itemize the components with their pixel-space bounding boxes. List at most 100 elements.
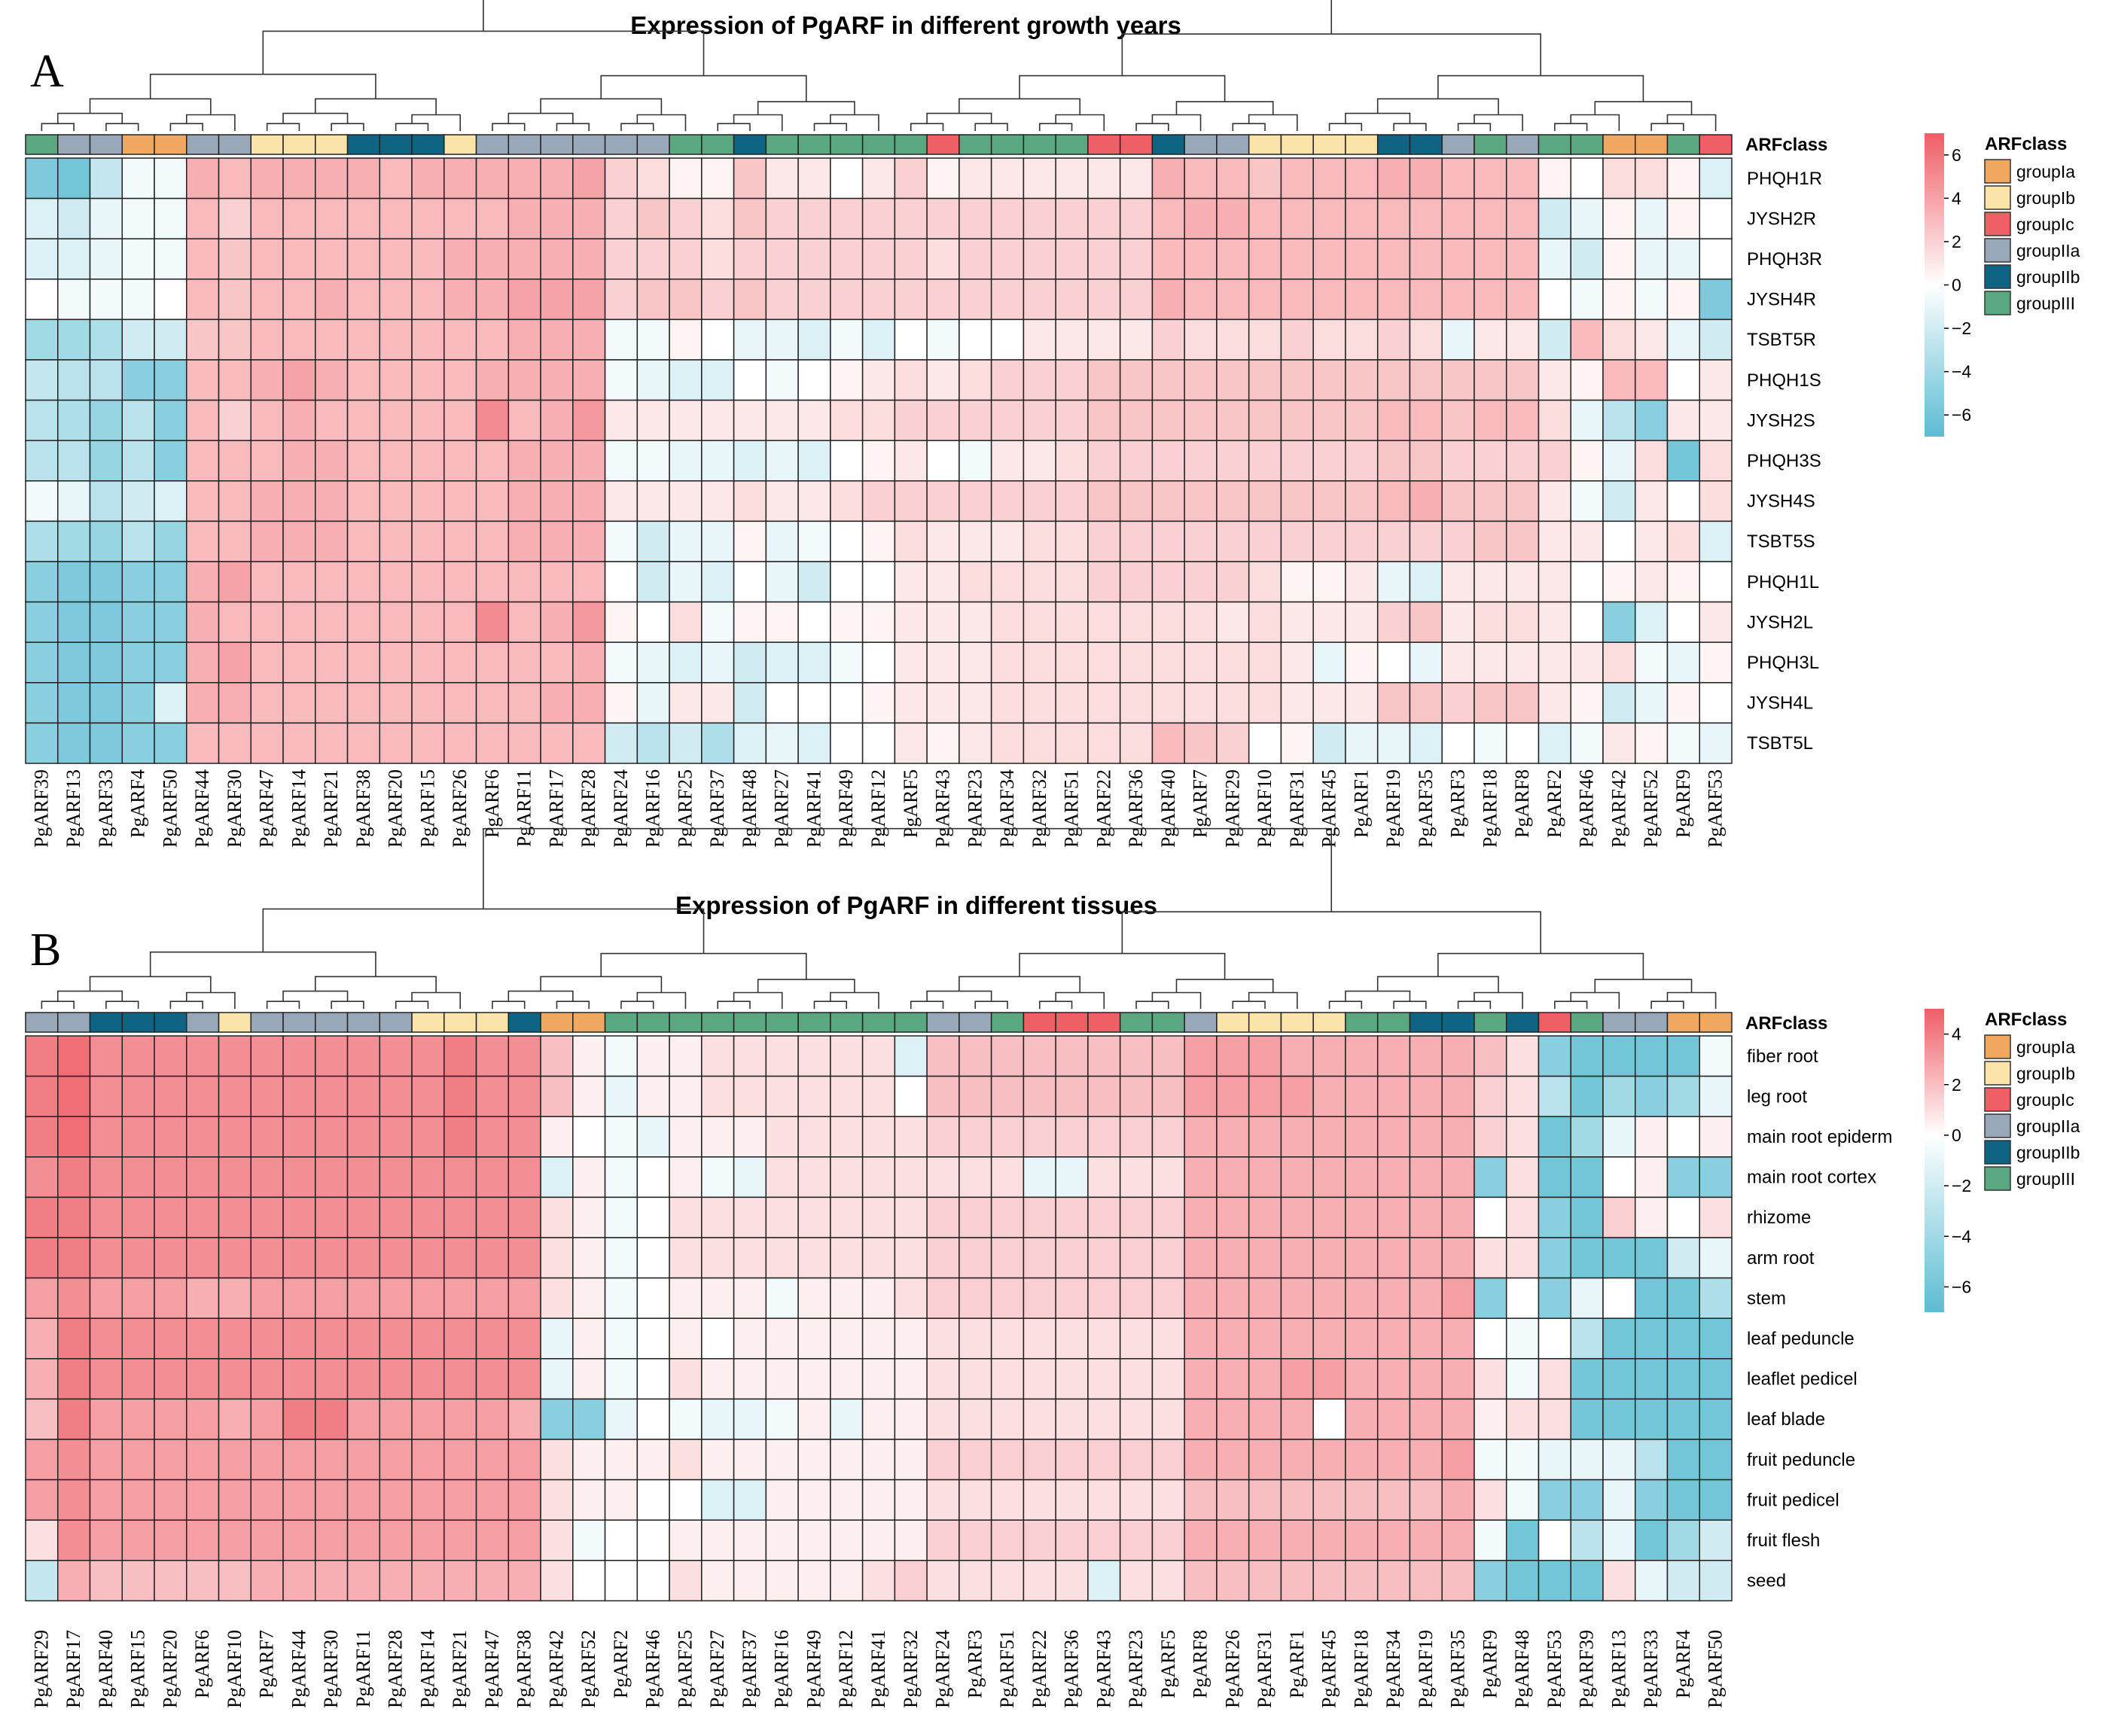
- heatmap-cell: [1699, 1035, 1733, 1077]
- heatmap-cell: [572, 238, 606, 280]
- heatmap-cell: [926, 197, 960, 239]
- heatmap-cell: [1312, 157, 1346, 199]
- heatmap-cell: [572, 1035, 606, 1077]
- heatmap-cell: [1280, 1116, 1314, 1158]
- heatmap-cell: [1119, 279, 1154, 321]
- column-label: PgARF22: [1093, 769, 1114, 848]
- heatmap-cell: [1280, 1156, 1314, 1198]
- heatmap-cell: [379, 1035, 413, 1077]
- row-label: PHQH3L: [1747, 653, 1819, 673]
- heatmap-cell: [1119, 561, 1154, 603]
- heatmap-cell: [1312, 318, 1346, 361]
- heatmap-cell: [154, 197, 187, 239]
- heatmap-cell: [121, 1237, 155, 1279]
- heatmap-cell: [1055, 1519, 1089, 1561]
- row-label: JYSH2S: [1747, 410, 1815, 431]
- column-label: PgARF9: [1672, 769, 1694, 838]
- heatmap-cell: [1216, 399, 1250, 441]
- heatmap-cell: [1409, 1116, 1443, 1158]
- panel-a-dendrogram: [41, 0, 1717, 131]
- heatmap-cell: [25, 1277, 59, 1319]
- heatmap-cell: [1087, 1156, 1121, 1198]
- heatmap-cell: [572, 722, 606, 764]
- heatmap-cell: [282, 1075, 316, 1117]
- heatmap-cell: [1699, 1277, 1733, 1319]
- class-bar-cell: [1248, 134, 1282, 155]
- heatmap-cell: [1248, 601, 1282, 643]
- heatmap-cell: [1345, 520, 1379, 562]
- heatmap-cell: [1184, 1196, 1218, 1238]
- heatmap-cell: [1634, 318, 1669, 361]
- heatmap-cell: [315, 1075, 349, 1117]
- heatmap-cell: [1184, 1439, 1218, 1481]
- heatmap-cell: [1474, 520, 1507, 562]
- dendrogram-branch: [910, 1000, 944, 1009]
- heatmap-cell: [861, 1398, 896, 1440]
- heatmap-cell: [540, 1116, 574, 1158]
- heatmap-cell: [1376, 641, 1411, 684]
- heatmap-cell: [636, 1358, 670, 1400]
- heatmap-cell: [765, 1035, 799, 1077]
- dendrogram-branch: [105, 123, 139, 131]
- dendrogram-branch: [1038, 123, 1073, 131]
- heatmap-cell: [89, 1196, 123, 1238]
- heatmap-cell: [926, 1116, 960, 1158]
- heatmap-cell: [701, 561, 735, 603]
- panel-a-class-bar: [25, 134, 1733, 155]
- heatmap-cell: [540, 1439, 574, 1481]
- dendrogram-branch: [1038, 1000, 1073, 1009]
- heatmap-cell: [443, 1479, 477, 1521]
- heatmap-cell: [926, 157, 960, 199]
- heatmap-cell: [1087, 1519, 1121, 1561]
- heatmap-cell: [1699, 1075, 1733, 1117]
- heatmap-cell: [315, 1035, 349, 1077]
- class-bar-cell: [636, 1012, 670, 1033]
- dendrogram-branch: [1570, 114, 1620, 131]
- heatmap-cell: [765, 561, 799, 603]
- heatmap-cell: [1312, 1398, 1346, 1440]
- heatmap-cell: [250, 440, 284, 482]
- heatmap-cell: [1699, 157, 1733, 199]
- column-label: PgARF2: [610, 1630, 632, 1698]
- heatmap-cell: [1216, 440, 1250, 482]
- heatmap-cell: [765, 1156, 799, 1198]
- column-label: PgARF3: [1447, 769, 1469, 838]
- heatmap-cell: [379, 157, 413, 199]
- heatmap-cell: [1602, 1479, 1636, 1521]
- column-label: PgARF41: [803, 769, 824, 848]
- heatmap-cell: [1280, 682, 1314, 724]
- heatmap-cell: [1216, 157, 1250, 199]
- heatmap-cell: [1602, 197, 1636, 239]
- heatmap-cell: [475, 1398, 510, 1440]
- heatmap-cell: [540, 722, 574, 764]
- legend-swatch: [1984, 1140, 2011, 1165]
- class-bar-cell: [218, 1012, 252, 1033]
- heatmap-cell: [1505, 1075, 1540, 1117]
- heatmap-cell: [1699, 520, 1733, 562]
- heatmap-cell: [475, 601, 510, 643]
- heatmap-cell: [572, 561, 606, 603]
- heatmap-cell: [894, 197, 928, 239]
- heatmap-cell: [540, 440, 574, 482]
- heatmap-cell: [1023, 1237, 1056, 1279]
- row-label: PHQH1S: [1747, 370, 1821, 391]
- heatmap-cell: [346, 318, 381, 361]
- heatmap-cell: [1409, 1156, 1443, 1198]
- heatmap-cell: [959, 238, 992, 280]
- heatmap-cell: [1634, 480, 1669, 522]
- dendrogram-branch: [1666, 114, 1717, 131]
- heatmap-cell: [604, 1439, 639, 1481]
- heatmap-cell: [959, 1439, 992, 1481]
- column-label: PgARF10: [1254, 769, 1275, 848]
- heatmap-cell: [218, 682, 252, 724]
- heatmap-cell: [443, 1317, 477, 1360]
- column-label: PgARF39: [30, 769, 52, 848]
- dendrogram-branch: [600, 75, 807, 102]
- heatmap-cell: [1248, 722, 1282, 764]
- class-bar-cell: [315, 134, 349, 155]
- heatmap-cell: [1666, 1358, 1700, 1400]
- heatmap-cell: [282, 238, 316, 280]
- heatmap-cell: [1474, 641, 1507, 684]
- dendrogram-branch: [1232, 123, 1266, 131]
- heatmap-cell: [1570, 1116, 1604, 1158]
